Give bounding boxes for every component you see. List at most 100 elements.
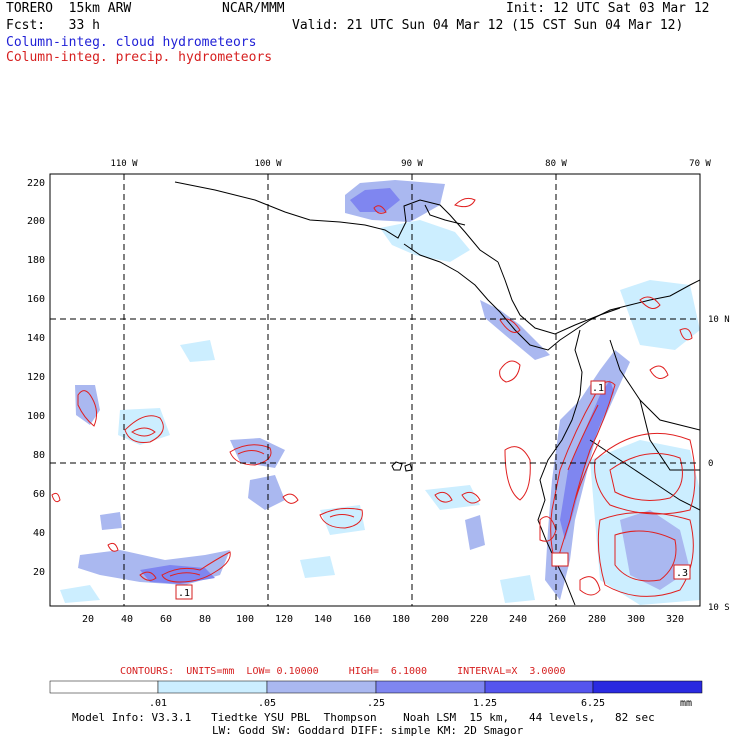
contour-center-small: [282, 493, 299, 504]
cloud-region-patch-7: [300, 556, 335, 578]
coast-yucatan: [424, 204, 466, 226]
y-tick: 60: [33, 489, 45, 500]
lon-labels: 110 W 100 W 90 W 80 W 70 W: [110, 159, 711, 169]
cloud-region-patch-4: [180, 340, 215, 362]
colorbar-swatch: [592, 680, 703, 694]
contour-amazon-4: [614, 530, 677, 582]
x-tick: 100: [236, 614, 254, 625]
x-tick: 120: [275, 614, 293, 625]
x-tick: 300: [627, 614, 645, 625]
contour-mid-west: [124, 415, 164, 443]
cloud-field-label: Column-integ. cloud hydrometeors: [6, 35, 257, 50]
contour-gulf: [373, 205, 387, 214]
lat-label: 10 N: [708, 315, 730, 325]
cloud-region-center: [230, 438, 285, 468]
border-brazil: [639, 399, 700, 471]
contour-far-west: [77, 390, 98, 427]
contour-amazon-3: [597, 512, 694, 597]
colorbar-swatch: [49, 680, 159, 694]
x-axis: 20 40 60 80 100 120 140 160 180 200 220 …: [82, 614, 684, 625]
colorbar-tick: .01: [149, 698, 167, 709]
border-peru: [589, 439, 700, 511]
plot-frame: [49, 173, 701, 607]
y-tick: 140: [27, 333, 45, 344]
lon-label: 70 W: [689, 159, 711, 169]
x-tick: 60: [160, 614, 172, 625]
colorbar-tick: .05: [258, 698, 276, 709]
x-tick: 200: [431, 614, 449, 625]
colorbar-swatch: [157, 680, 268, 694]
contour-south-center: [319, 507, 363, 529]
y-tick: 120: [27, 372, 45, 383]
cloud-region-amazon-patch: [620, 510, 690, 590]
coast-mexico: [174, 181, 499, 263]
lat-labels: 10 N 0 10 S: [708, 315, 730, 613]
contour-coast-south-2: [539, 516, 557, 542]
cloud-region-central-america: [380, 220, 470, 262]
graticule: [50, 174, 700, 606]
colorbar-swatch: [484, 680, 594, 694]
x-tick: 80: [199, 614, 211, 625]
contour-amazon-1: [594, 432, 696, 515]
cloud-region-patch-6: [60, 585, 100, 603]
precip-field-label: Column-integ. precip. hydrometeors: [6, 50, 273, 65]
coastlines: [174, 181, 700, 606]
x-tick: 280: [588, 614, 606, 625]
y-tick: 20: [33, 567, 45, 578]
box-label: .3: [676, 568, 688, 579]
x-tick: 240: [509, 614, 527, 625]
lon-label: 90 W: [401, 159, 423, 169]
colorbar-unit: mm: [680, 698, 692, 709]
y-tick: 100: [27, 411, 45, 422]
border-colombia: [609, 339, 700, 431]
cloud-region-north-sa: [620, 280, 700, 350]
contour-west-band: [107, 542, 231, 583]
init-time: Init: 12 UTC Sat 03 Mar 12: [506, 1, 710, 16]
box-label: .1: [178, 588, 190, 599]
colorbar-tick: 1.25: [473, 698, 497, 709]
y-tick: 220: [27, 178, 45, 189]
contour-far-west-edge: [51, 492, 61, 503]
contour-sw-corner: [579, 576, 601, 596]
colorbar: [49, 680, 703, 694]
x-tick: 40: [121, 614, 133, 625]
y-axis: 220 200 180 160 140 120 100 80 60 40 20: [27, 178, 45, 578]
colorbar-swatch: [375, 680, 486, 694]
model-info-line1: Model Info: V3.3.1 Tiedtke YSU PBL Thomp…: [72, 711, 655, 724]
valid-time: Valid: 21 UTC Sun 04 Mar 12 (15 CST Sun …: [292, 18, 684, 33]
precip-contours: [51, 197, 696, 597]
lon-label: 110 W: [110, 159, 138, 169]
cloud-region-mid-west: [118, 408, 170, 445]
cloud-region-patch-5: [100, 512, 122, 530]
cloud-region-patch-8: [500, 575, 535, 603]
cloud-region-gulf-core: [350, 188, 400, 212]
x-tick: 180: [392, 614, 410, 625]
cloud-region-far-west: [75, 385, 100, 425]
cloud-region-patch-2: [425, 485, 480, 510]
contour-caribbean: [454, 197, 476, 208]
colorbar-swatch: [266, 680, 377, 694]
contour-value-boxes: .1 .1 .3: [175, 380, 691, 600]
lon-label: 100 W: [254, 159, 282, 169]
org-label: NCAR/MMM: [222, 1, 285, 16]
y-tick: 80: [33, 450, 45, 461]
lat-label: 0: [708, 459, 713, 469]
contour-pacific-coast: [499, 360, 521, 383]
forecast-hour: Fcst: 33 h: [6, 18, 100, 33]
contour-north-sa: [639, 296, 693, 380]
x-tick: 220: [470, 614, 488, 625]
colorbar-tick: .25: [367, 698, 385, 709]
colorbar-ticks: .01 .05 .25 1.25 6.25 mm: [149, 698, 692, 709]
lon-label: 80 W: [545, 159, 567, 169]
box-label: .1: [592, 383, 604, 394]
coast-caribbean: [497, 261, 621, 335]
cloud-region-west-band-core: [140, 565, 215, 584]
x-tick: 320: [666, 614, 684, 625]
x-tick: 20: [82, 614, 94, 625]
model-info-line2: LW: Godd SW: Goddard DIFF: simple KM: 2D…: [212, 724, 524, 737]
y-tick: 40: [33, 528, 45, 539]
contour-amazon-2: [609, 453, 683, 501]
colorbar-tick: 6.25: [581, 698, 605, 709]
contour-coast-south: [504, 446, 531, 501]
